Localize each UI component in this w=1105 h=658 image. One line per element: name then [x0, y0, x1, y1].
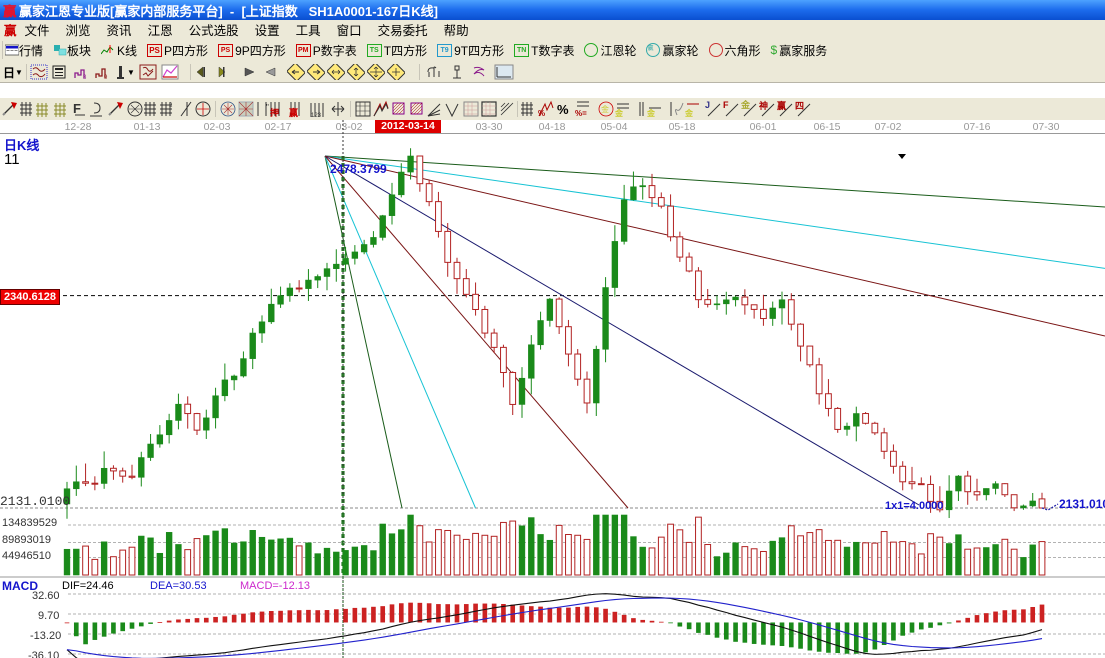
svg-text:F: F	[723, 100, 729, 110]
svg-text:赢: 赢	[289, 107, 298, 118]
svg-text:J: J	[705, 100, 710, 110]
svg-text:123: 123	[311, 113, 322, 118]
svg-text:%=: %=	[575, 109, 587, 118]
svg-text:%: %	[538, 109, 545, 118]
svg-text:9: 9	[104, 75, 108, 80]
svg-text:金: 金	[647, 108, 656, 118]
svg-text:四: 四	[795, 101, 804, 111]
svg-text:F: F	[73, 101, 81, 116]
svg-text:3: 3	[83, 75, 87, 80]
svg-text:神: 神	[759, 100, 768, 111]
svg-text:金: 金	[601, 104, 609, 114]
svg-text:押: 押	[270, 107, 279, 118]
svg-text:金: 金	[615, 108, 624, 118]
svg-text:金: 金	[685, 108, 694, 118]
svg-text:金: 金	[741, 100, 751, 110]
svg-text:赢: 赢	[777, 100, 786, 111]
svg-text:2: 2	[169, 103, 173, 109]
